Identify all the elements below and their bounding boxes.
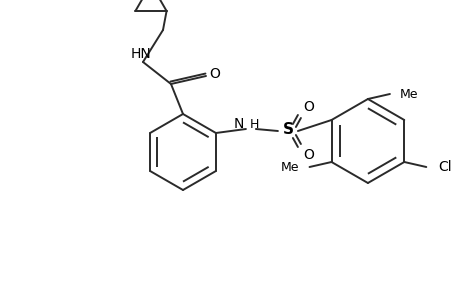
Text: O: O bbox=[303, 148, 313, 162]
Text: S: S bbox=[282, 122, 293, 136]
Text: Me: Me bbox=[399, 88, 418, 100]
Text: O: O bbox=[209, 67, 220, 81]
Text: HN: HN bbox=[130, 47, 151, 61]
Text: H: H bbox=[249, 118, 259, 130]
Text: Cl: Cl bbox=[437, 160, 451, 174]
Text: O: O bbox=[303, 100, 313, 114]
Text: N: N bbox=[233, 117, 243, 131]
Text: Me: Me bbox=[280, 160, 299, 173]
